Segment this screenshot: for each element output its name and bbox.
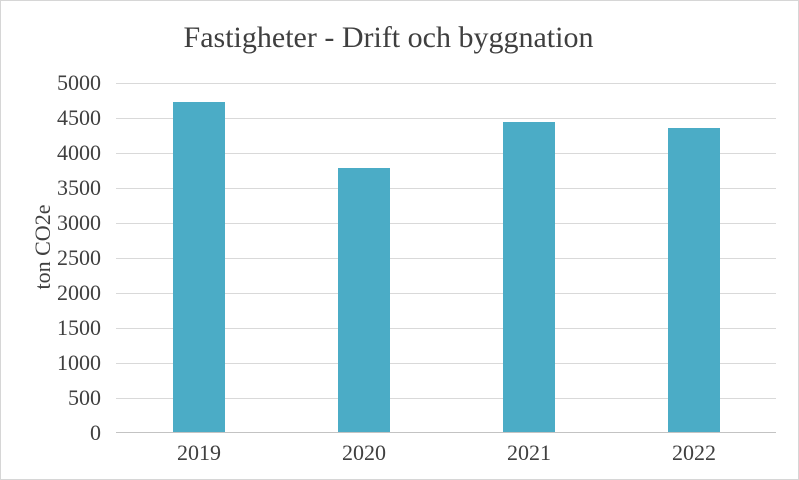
y-tick-label: 3500 [57,175,101,200]
y-tick-label: 2500 [57,245,101,270]
gridline [116,293,776,294]
bar-2021 [503,122,555,432]
gridline [116,328,776,329]
gridline [116,118,776,119]
y-tick-label: 500 [68,385,101,410]
x-axis-line [116,432,776,433]
y-tick-label: 3000 [57,210,101,235]
y-tick-label: 1500 [57,315,101,340]
bar-2019 [173,102,225,432]
plot-area [116,83,776,433]
y-tick-label: 2000 [57,280,101,305]
y-tick-label: 4000 [57,140,101,165]
y-tick-label: 0 [90,420,101,445]
gridline [116,188,776,189]
x-tick-label: 2022 [672,440,716,465]
gridline [116,363,776,364]
gridline [116,398,776,399]
x-tick-label: 2019 [177,440,221,465]
gridline [116,83,776,84]
y-tick-label: 4500 [57,105,101,130]
x-tick-label: 2020 [342,440,386,465]
y-tick-label: 1000 [57,350,101,375]
gridline [116,223,776,224]
bar-2020 [338,168,390,432]
bar-2022 [668,128,720,432]
x-tick-label: 2021 [507,440,551,465]
y-tick-label: 5000 [57,70,101,95]
gridline [116,153,776,154]
chart-title: Fastigheter - Drift och byggnation [183,21,594,54]
gridline [116,258,776,259]
